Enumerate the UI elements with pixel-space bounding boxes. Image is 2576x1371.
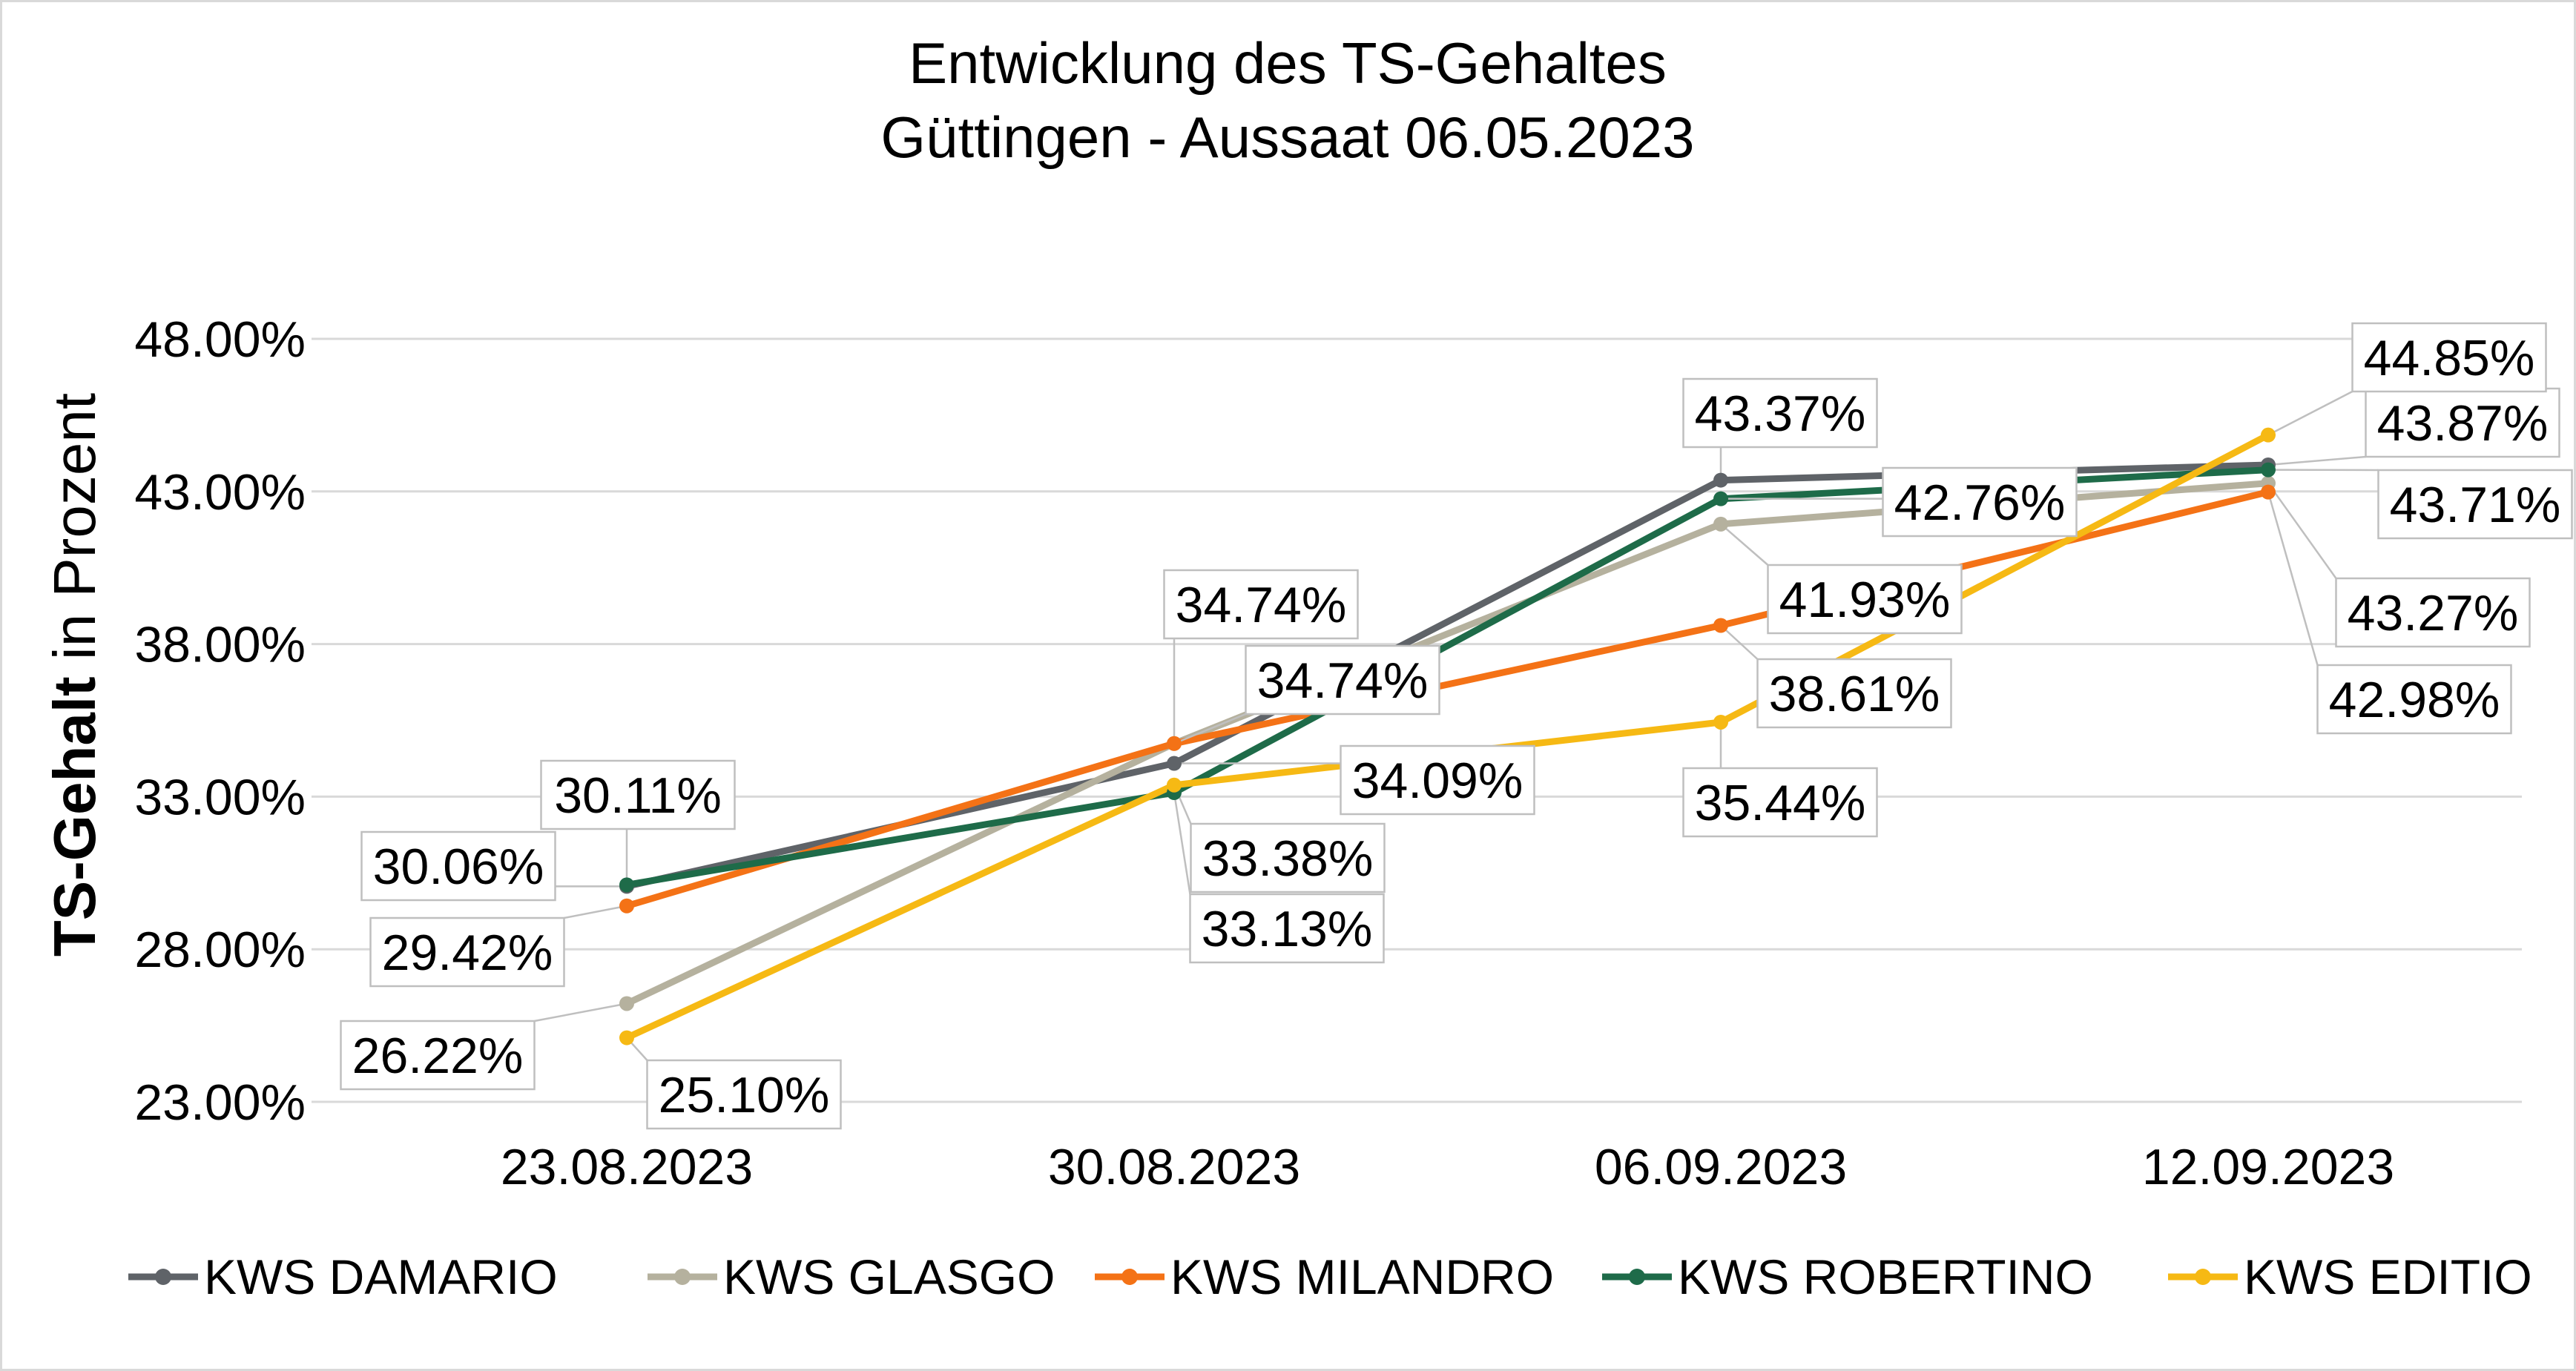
data-point xyxy=(1167,736,1182,751)
data-label: 35.44% xyxy=(1695,775,1866,831)
data-label-box xyxy=(1682,377,1878,449)
x-tick-label: 23.08.2023 xyxy=(501,1139,753,1195)
data-label-leader xyxy=(1720,523,1769,566)
data-label: 25.10% xyxy=(659,1067,830,1123)
y-axis-label-bold: TS-Gehalt xyxy=(42,676,108,957)
legend-label: KWS DAMARIO xyxy=(204,1249,558,1304)
chart-title-line: Güttingen - Aussaat 06.05.2023 xyxy=(880,105,1694,170)
legend-label: KWS GLASGO xyxy=(723,1249,1055,1304)
data-label: 29.42% xyxy=(382,925,553,981)
y-tick-label: 43.00% xyxy=(134,464,306,521)
legend-swatch-marker xyxy=(2195,1269,2211,1285)
data-label-box xyxy=(2365,387,2560,458)
data-label-leader xyxy=(2267,390,2353,436)
data-label-leader xyxy=(1720,624,1759,660)
data-point xyxy=(1713,714,1728,730)
data-label: 34.74% xyxy=(1257,653,1429,709)
data-label: 26.22% xyxy=(352,1028,524,1084)
data-point xyxy=(1167,756,1182,771)
chart-title-line: Entwicklung des TS-Gehaltes xyxy=(909,30,1667,96)
legend-label: KWS MILANDRO xyxy=(1170,1249,1554,1304)
y-tick-label: 23.00% xyxy=(134,1074,306,1131)
data-label-leader xyxy=(2267,492,2319,666)
data-label-box xyxy=(646,1059,842,1130)
data-label-box xyxy=(2351,322,2547,393)
y-tick-label: 28.00% xyxy=(134,922,306,978)
data-label-box xyxy=(369,916,565,988)
legend-swatch-marker xyxy=(674,1269,691,1285)
y-tick-label: 33.00% xyxy=(134,769,306,825)
data-label-leader xyxy=(1173,713,1246,744)
legend-swatch-marker xyxy=(1121,1269,1138,1285)
x-tick-label: 12.09.2023 xyxy=(2142,1139,2394,1195)
data-label: 33.38% xyxy=(1202,830,1374,887)
y-axis-label: TS-Gehalt in Prozent xyxy=(42,393,108,957)
data-label-box xyxy=(360,830,556,902)
data-label: 43.37% xyxy=(1695,386,1866,442)
data-label-box xyxy=(340,1020,536,1091)
data-label: 34.09% xyxy=(1352,753,1523,809)
data-label-box xyxy=(1756,658,1952,729)
data-label-leader xyxy=(534,1002,627,1023)
y-axis-label-rest: in Prozent xyxy=(42,393,108,676)
data-label-box xyxy=(1189,893,1385,964)
data-point xyxy=(1167,777,1182,793)
data-point xyxy=(2261,462,2276,478)
data-label: 42.76% xyxy=(1894,475,2066,531)
data-point xyxy=(1713,491,1728,506)
data-point xyxy=(1713,618,1728,633)
data-label-box xyxy=(540,759,736,830)
data-label-leader xyxy=(1173,792,1191,895)
data-point xyxy=(619,1030,634,1045)
data-label: 44.85% xyxy=(2364,330,2535,386)
data-label: 41.93% xyxy=(1779,572,1951,628)
data-label-leader xyxy=(564,905,627,919)
data-label: 38.61% xyxy=(1769,666,1940,722)
data-point xyxy=(619,898,634,914)
data-label: 34.74% xyxy=(1176,577,1347,633)
x-tick-label: 06.09.2023 xyxy=(1595,1139,1847,1195)
data-label-box xyxy=(2377,469,2573,540)
data-point xyxy=(2261,484,2276,500)
legend-swatch-marker xyxy=(1629,1269,1645,1285)
data-label-box xyxy=(2335,577,2531,648)
data-label-box xyxy=(1163,569,1359,640)
data-label-leader xyxy=(2267,455,2366,466)
data-label-box xyxy=(1190,822,1386,893)
data-label-leader xyxy=(2267,482,2337,579)
data-point xyxy=(2261,427,2276,443)
data-label: 43.71% xyxy=(2390,477,2561,533)
data-label-box xyxy=(1682,767,1878,838)
legend-label: KWS EDITIO xyxy=(2244,1249,2532,1304)
data-label-box xyxy=(1340,744,1535,816)
data-label: 43.27% xyxy=(2348,585,2519,641)
data-point xyxy=(1713,516,1728,532)
data-label-box xyxy=(1245,644,1440,716)
legend-label: KWS ROBERTINO xyxy=(1678,1249,2093,1304)
y-tick-label: 48.00% xyxy=(134,311,306,368)
x-tick-label: 30.08.2023 xyxy=(1048,1139,1300,1195)
y-tick-label: 38.00% xyxy=(134,617,306,673)
legend-swatch-marker xyxy=(155,1269,171,1285)
data-label: 30.06% xyxy=(373,839,544,895)
data-point xyxy=(619,877,634,893)
data-label: 33.13% xyxy=(1202,901,1373,957)
data-label-box xyxy=(1767,564,1963,635)
data-label-box xyxy=(1882,466,2078,538)
data-label: 30.11% xyxy=(554,767,722,824)
data-label-box xyxy=(2316,664,2512,735)
series-line xyxy=(623,489,2272,910)
data-point xyxy=(1713,472,1728,488)
data-label: 43.87% xyxy=(2377,395,2549,452)
data-point xyxy=(619,996,634,1011)
data-label: 42.98% xyxy=(2329,672,2500,728)
